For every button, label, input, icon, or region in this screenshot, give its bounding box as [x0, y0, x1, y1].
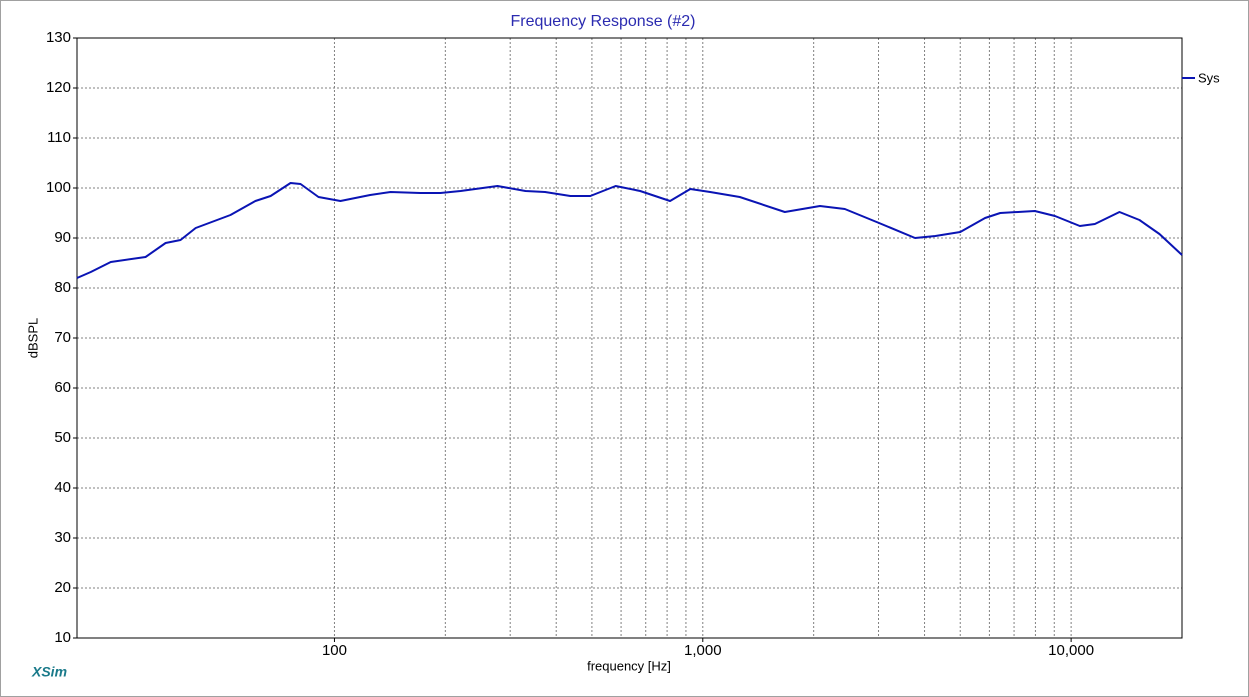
- y-tick-label: 120: [46, 79, 71, 96]
- y-tick-label: 70: [54, 329, 71, 346]
- y-tick-label: 50: [54, 429, 71, 446]
- series-line: [76, 182, 1183, 279]
- chart-title: Frequency Response (#2): [511, 13, 696, 30]
- x-tick-label: 100: [322, 642, 347, 659]
- y-tick-label: 130: [46, 29, 71, 46]
- y-tick-label: 80: [54, 279, 71, 296]
- y-tick-label: 20: [54, 579, 71, 596]
- footer-brand: XSim: [31, 664, 67, 680]
- legend-label: Sys: [1198, 70, 1220, 85]
- y-tick-label: 100: [46, 179, 71, 196]
- y-tick-label: 110: [47, 129, 71, 146]
- x-axis-label: frequency [Hz]: [587, 658, 671, 673]
- y-tick-label: 60: [54, 379, 71, 396]
- x-tick-label: 10,000: [1048, 642, 1094, 659]
- y-tick-label: 30: [54, 529, 71, 546]
- y-tick-label: 10: [54, 629, 71, 646]
- y-axis-label: dBSPL: [25, 318, 40, 358]
- x-tick-label: 1,000: [684, 642, 722, 659]
- plot-frame: [76, 37, 1183, 639]
- y-tick-label: 90: [54, 229, 71, 246]
- y-tick-label: 40: [54, 479, 71, 496]
